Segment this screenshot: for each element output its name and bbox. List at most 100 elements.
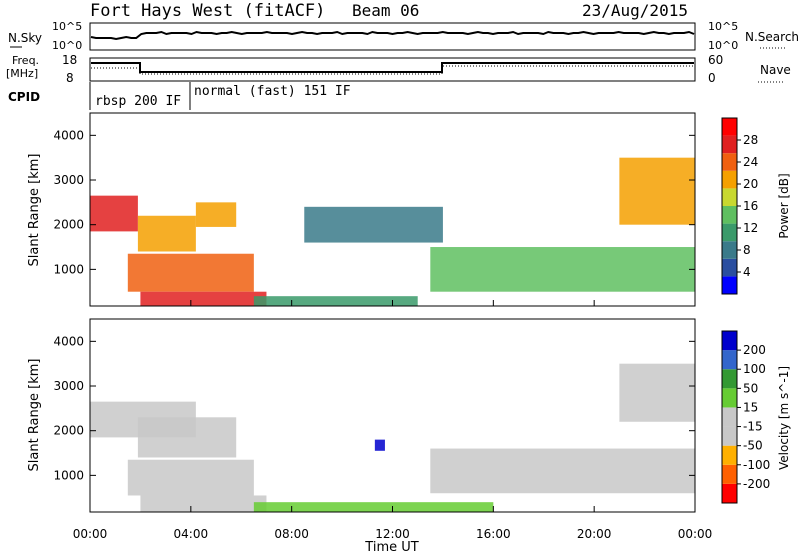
beam-label: Beam 06 — [352, 1, 419, 20]
power-colorbar-seg-1 — [722, 258, 737, 277]
power-region-6 — [430, 247, 695, 292]
velocity-ytick-label-1: 2000 — [53, 424, 84, 438]
power-colorbar-label-5: 8 — [743, 243, 751, 257]
nsky-tick-hi: 10^5 — [52, 20, 82, 33]
velocity-region-1 — [137, 417, 237, 458]
power-colorbar-seg-4 — [722, 206, 737, 224]
power-colorbar-label-6: 4 — [743, 265, 751, 279]
xtick-label-4: 16:00 — [476, 527, 511, 541]
velocity-colorbar-label: Velocity [m s^-1] — [777, 366, 791, 470]
velocity-ytick-label-0: 1000 — [53, 468, 84, 482]
nave-label: Nave — [760, 63, 791, 77]
power-region-8 — [619, 157, 695, 225]
xtick-label-0: 00:00 — [73, 527, 108, 541]
power-region-2 — [195, 202, 237, 227]
power-colorbar-seg-6 — [722, 170, 737, 189]
velocity-colorbar-label-1: 100 — [743, 362, 766, 376]
cpid-mode-1: rbsp 200 IF — [95, 94, 181, 109]
nsearch-tick-lo: 10^0 — [708, 39, 738, 52]
power-y-ticks: 1000 2000 3000 4000 — [53, 128, 695, 276]
nave-tick-hi: 60 — [708, 53, 723, 67]
power-ylabel: Slant Range [km] — [27, 154, 42, 267]
nsky-trace — [90, 30, 695, 41]
power-colorbar-seg-2 — [722, 241, 737, 259]
nsky-label: N.Sky — [8, 31, 42, 45]
velocity-colorbar-seg-2 — [722, 445, 737, 465]
x-ticks: 00:00 04:00 08:00 12:00 16:00 20:00 00:00 — [73, 300, 713, 541]
velocity-colorbar-label-6: -100 — [743, 458, 770, 472]
power-colorbar-label-4: 12 — [743, 221, 758, 235]
power-colorbar-label-3: 16 — [743, 199, 758, 213]
power-ytick-label-1: 2000 — [53, 218, 84, 232]
xtick-label-1: 04:00 — [174, 527, 209, 541]
nsearch-label: N.Search — [745, 30, 799, 44]
velocity-colorbar-seg-5 — [722, 388, 737, 408]
cpid-label: CPID — [8, 90, 40, 104]
cpid-mode-2: normal (fast) 151 IF — [194, 84, 351, 99]
power-ytick-label-0: 1000 — [53, 262, 84, 276]
freq-tick-lo: 8 — [66, 71, 74, 85]
xtick-label-3: 12:00 — [375, 527, 410, 541]
velocity-colorbar-seg-7 — [722, 350, 737, 370]
velocity-region-2 — [127, 459, 254, 496]
power-region-7 — [304, 206, 443, 243]
power-colorbar-label-1: 24 — [743, 155, 758, 169]
x-axis-label: Time UT — [364, 540, 418, 554]
power-heatmap — [90, 157, 695, 306]
freq-tick-hi: 18 — [62, 53, 77, 67]
power-region-1 — [137, 215, 196, 252]
freq-trace — [91, 62, 694, 73]
velocity-colorbar-label-4: -15 — [743, 420, 763, 434]
power-colorbar-label-2: 20 — [743, 177, 758, 191]
velocity-colorbar-frame — [721, 330, 738, 504]
velocity-colorbar-label-2: 50 — [743, 381, 758, 395]
velocity-ytick-label-2: 3000 — [53, 379, 84, 393]
velocity-colorbar-label-5: -50 — [743, 439, 763, 453]
velocity-colorbar-seg-1 — [722, 464, 737, 484]
xtick-label-5: 20:00 — [577, 527, 612, 541]
power-region-4 — [140, 291, 267, 306]
velocity-colorbar-seg-8 — [722, 331, 737, 351]
power-ytick-label-2: 3000 — [53, 173, 84, 187]
velocity-region-7 — [619, 363, 695, 422]
velocity-colorbar-label-0: 200 — [743, 343, 766, 357]
power-colorbar-label: Power [dB] — [777, 173, 791, 238]
nave-tick-lo: 0 — [708, 71, 716, 85]
velocity-colorbar-seg-4 — [722, 407, 737, 427]
freq-panel — [89, 57, 696, 82]
power-colorbar-seg-0 — [722, 276, 737, 294]
velocity-ytick-label-3: 4000 — [53, 334, 84, 348]
xtick-label-2: 08:00 — [274, 527, 309, 541]
power-region-0 — [90, 195, 138, 232]
nsky-tick-lo: 10^0 — [52, 39, 82, 52]
power-colorbar-seg-9 — [722, 118, 737, 136]
velocity-region-6 — [374, 439, 385, 451]
velocity-colorbar-seg-6 — [722, 369, 737, 389]
power-colorbar-seg-3 — [722, 223, 737, 242]
velocity-colorbar: 200 100 50 15 -15 -50 -100 -200 — [722, 331, 770, 503]
xtick-label-6: 00:00 — [678, 527, 713, 541]
nsky-panel — [89, 22, 696, 51]
power-ytick-label-3: 4000 — [53, 128, 84, 142]
freq-label: Freq. — [12, 54, 39, 67]
power-colorbar-seg-8 — [722, 135, 737, 154]
freq-unit: [MHz] — [6, 67, 38, 80]
velocity-ylabel: Slant Range [km] — [27, 359, 42, 472]
velocity-colorbar-seg-0 — [722, 483, 737, 503]
power-colorbar-seg-7 — [722, 153, 737, 171]
power-colorbar-seg-5 — [722, 188, 737, 206]
power-colorbar-frame — [721, 117, 738, 295]
velocity-region-3 — [140, 495, 267, 512]
power-region-5 — [253, 296, 418, 306]
power-colorbar-label-0: 28 — [743, 133, 758, 147]
velocity-colorbar-label-7: -200 — [743, 477, 770, 491]
plot-title: Fort Hays West (fitACF) — [90, 1, 325, 21]
date-label: 23/Aug/2015 — [582, 1, 688, 20]
velocity-colorbar-label-3: 15 — [743, 400, 758, 414]
velocity-y-ticks: 1000 2000 3000 4000 — [53, 334, 695, 482]
power-region-3 — [127, 253, 254, 292]
velocity-region-5 — [430, 448, 695, 494]
velocity-heatmap — [90, 363, 695, 512]
velocity-region-4 — [253, 502, 494, 512]
